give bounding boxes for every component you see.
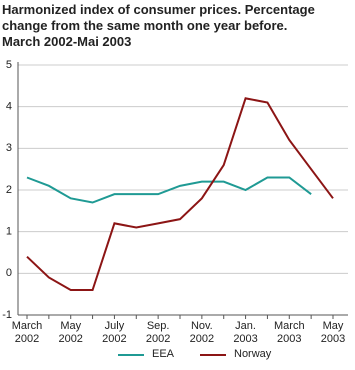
chart-subtitle: March 2002-Mai 2003 (2, 34, 132, 49)
y-tick-label: -1 (2, 309, 12, 321)
y-tick-label: 3 (6, 142, 12, 154)
x-tick-label: May 2003 (320, 320, 346, 345)
y-tick-label: 2 (6, 184, 12, 196)
y-tick-label: 0 (6, 267, 12, 279)
legend-label: EEA (152, 348, 175, 360)
x-tick-label: Sep. 2002 (145, 320, 171, 345)
chart-title: Harmonized index of consumer prices. Per… (2, 2, 315, 33)
y-tick-label: 1 (6, 226, 12, 238)
x-tick-label: March 2002 (11, 320, 43, 345)
x-tick-label: July 2002 (102, 320, 127, 345)
y-tick-label: 5 (6, 59, 12, 71)
x-tick-label: Nov. 2002 (189, 320, 215, 345)
x-tick-label: March 2003 (274, 320, 305, 345)
legend-label: Norway (234, 348, 272, 360)
x-tick-label: Jan. 2003 (233, 320, 258, 345)
series-line (26, 176, 312, 204)
x-tick-label: May 2002 (58, 320, 83, 345)
series-line (26, 97, 334, 291)
y-tick-label: 4 (6, 101, 12, 113)
